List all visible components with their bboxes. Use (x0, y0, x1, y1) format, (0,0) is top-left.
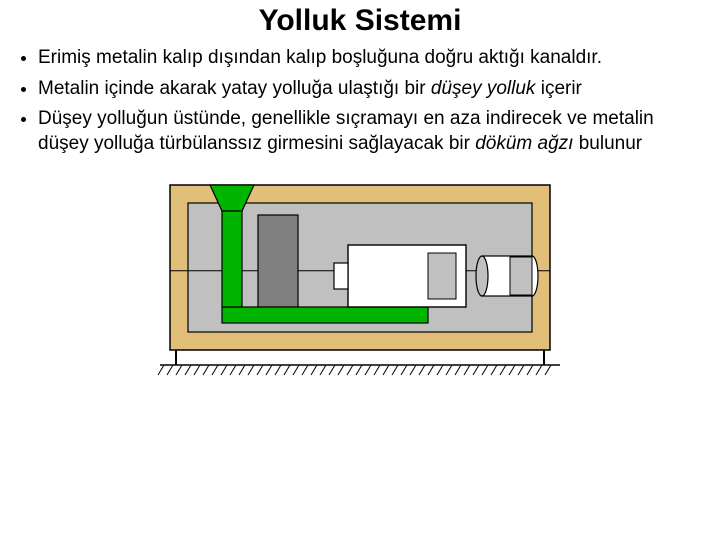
list-item: Metalin içinde akarak yatay yolluğa ulaş… (38, 77, 700, 102)
bullet-list: Erimiş metalin kalıp dışından kalıp boşl… (20, 46, 700, 157)
bullet-post: içerir (535, 78, 581, 99)
bullet-post: bulunur (573, 133, 642, 154)
bullet-em: düşey yolluk (431, 78, 536, 99)
page-title: Yolluk Sistemi (0, 4, 720, 38)
bullet-text: Metalin içinde akarak yatay yolluğa ulaş… (38, 78, 431, 99)
list-item: Düşey yolluğun üstünde, genellikle sıçra… (38, 107, 700, 156)
list-item: Erimiş metalin kalıp dışından kalıp boşl… (38, 46, 700, 71)
bullet-em: döküm ağzı (475, 133, 573, 154)
casting-diagram (140, 175, 580, 380)
diagram-container (0, 175, 720, 380)
bullet-text: Erimiş metalin kalıp dışından kalıp boşl… (38, 47, 602, 68)
